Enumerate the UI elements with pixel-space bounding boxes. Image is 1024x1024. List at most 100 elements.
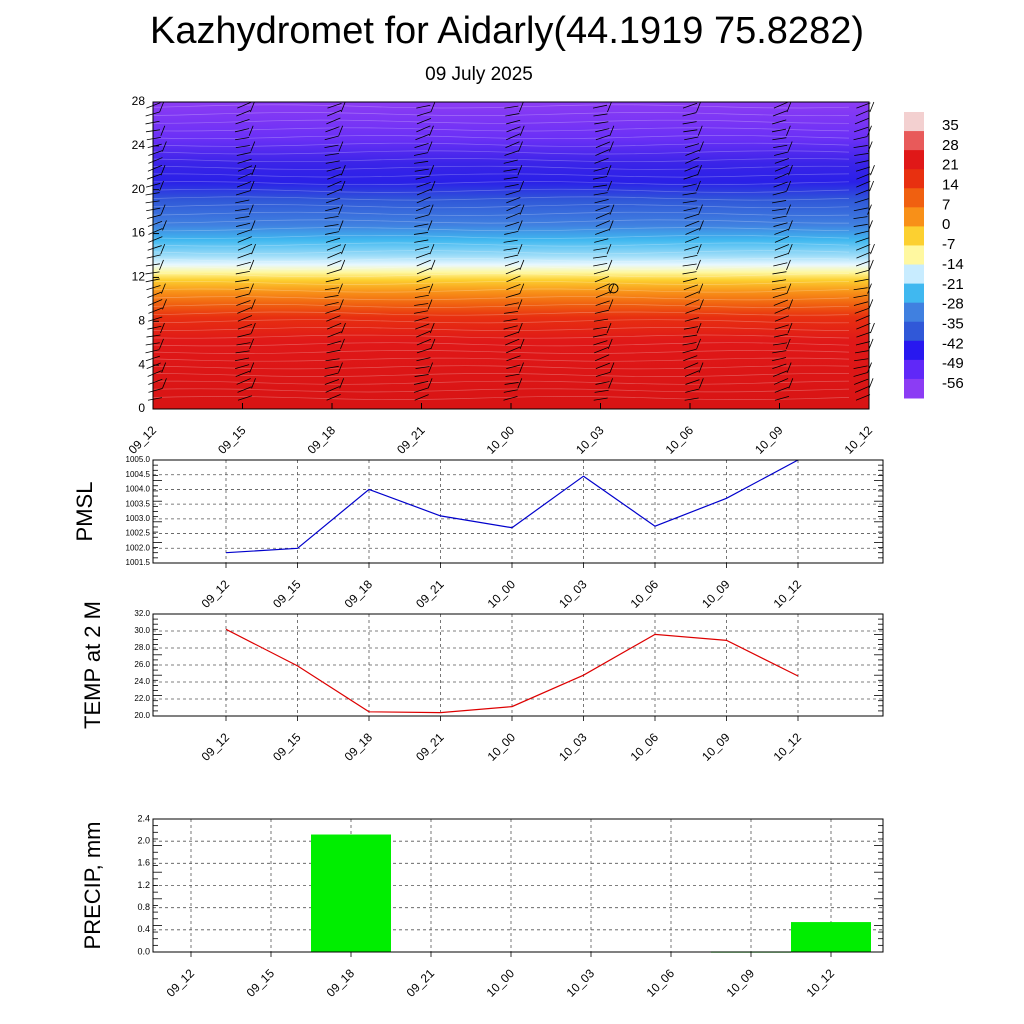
wind-barb <box>415 252 431 259</box>
wind-barb <box>324 216 339 220</box>
wind-barb-flag <box>519 259 525 271</box>
wind-barb-flag <box>608 299 614 310</box>
wind-barb <box>853 216 868 220</box>
wind-barb <box>594 238 609 243</box>
wind-barb <box>413 310 429 314</box>
wind-barb <box>327 331 342 338</box>
wind-barb <box>416 196 431 204</box>
wind-barb <box>683 355 698 362</box>
wind-barb-flag <box>250 299 256 310</box>
x-tick-label: 10_03 <box>556 730 590 764</box>
wind-barb <box>148 378 163 385</box>
wind-barb-flag <box>251 378 256 389</box>
wind-barb <box>774 236 790 243</box>
panel-frame <box>152 459 884 564</box>
xsect-isoline <box>152 280 850 285</box>
y-tick-label: 12 <box>132 270 146 284</box>
wind-barb <box>853 294 868 298</box>
wind-barb <box>234 128 250 133</box>
wind-barb <box>415 323 430 330</box>
y-tick-label: 1.6 <box>137 858 150 868</box>
y-axis-label: PMSL <box>72 482 97 542</box>
wind-barb-flag <box>518 141 523 152</box>
wind-barb-flag <box>698 378 704 389</box>
wind-barb <box>235 370 250 377</box>
wind-barb <box>237 172 252 180</box>
wind-barb <box>594 276 610 283</box>
wind-barb <box>235 118 250 125</box>
y-tick-label: 24.0 <box>134 677 150 686</box>
wind-barb <box>505 141 520 148</box>
y-tick-label: 4 <box>138 357 145 371</box>
wind-barb <box>146 173 162 180</box>
wind-barb <box>682 102 698 109</box>
colorbar-label: 35 <box>942 117 959 134</box>
xsect-isoline <box>152 242 850 247</box>
wind-barb <box>772 110 788 117</box>
wind-barb <box>235 293 250 298</box>
xsect-field <box>153 102 869 409</box>
wind-barb <box>237 307 252 314</box>
wind-barb <box>505 346 521 354</box>
wind-barb <box>682 121 697 125</box>
wind-barb-flag <box>696 338 701 350</box>
wind-barb <box>593 326 608 330</box>
y-tick-label: 24 <box>132 138 146 152</box>
y-tick-label: 0.4 <box>137 924 150 934</box>
precip-bar-09_18 <box>311 834 391 952</box>
wind-barb-flag <box>430 180 436 192</box>
wind-barb-flag <box>159 180 164 192</box>
wind-barb-flag <box>160 243 166 255</box>
wind-barb <box>326 349 341 354</box>
y-tick-label: 1003.0 <box>126 514 151 523</box>
wind-barb <box>856 260 871 267</box>
wind-barb <box>853 301 869 306</box>
colorbar-segment <box>904 131 924 151</box>
wind-barb <box>325 308 340 314</box>
wind-barb <box>505 221 520 227</box>
colorbar-label: -42 <box>942 335 964 352</box>
wind-barb-flag <box>249 338 254 350</box>
wind-barb <box>855 166 871 172</box>
wind-barb <box>237 386 252 393</box>
wind-barb <box>147 291 162 298</box>
wind-barb <box>771 279 787 283</box>
wind-barb <box>685 299 700 306</box>
wind-barb <box>414 142 429 148</box>
wind-barb <box>147 370 162 377</box>
xsect-isoline <box>152 327 850 331</box>
wind-barb <box>595 300 610 306</box>
wind-barb <box>684 213 699 220</box>
wind-barb <box>146 362 161 370</box>
wind-barb-flag <box>786 204 791 215</box>
wind-barb <box>853 223 868 227</box>
wind-barb-flag <box>519 283 525 294</box>
xsect-isoline <box>152 204 850 209</box>
wind-barb <box>774 165 790 172</box>
x-tick-label: 09_18 <box>342 577 376 611</box>
wind-barb-flag <box>519 338 525 350</box>
wind-barb-flag <box>251 243 256 255</box>
wind-barb-flag <box>867 125 872 136</box>
wind-barb <box>236 378 251 385</box>
wind-barb <box>854 378 869 385</box>
wind-barb <box>147 325 162 330</box>
wind-barb <box>325 358 340 362</box>
wind-barb <box>854 278 869 283</box>
wind-barb <box>506 283 521 291</box>
wind-barb-flag <box>430 338 436 350</box>
xsect-isoline <box>152 119 850 124</box>
wind-barb <box>595 205 610 212</box>
wind-barb-flag <box>427 141 433 152</box>
wind-barb <box>326 393 341 401</box>
wind-barb <box>853 287 868 291</box>
wind-barb-flag <box>609 204 615 215</box>
colorbar-label: 14 <box>942 176 959 193</box>
wind-barb <box>682 183 697 188</box>
wind-barb <box>235 270 250 275</box>
wind-barb <box>774 228 789 235</box>
wind-barb-flag <box>609 362 615 373</box>
wind-barb <box>593 113 608 117</box>
wind-barb <box>772 370 788 377</box>
wind-barb <box>416 104 431 109</box>
